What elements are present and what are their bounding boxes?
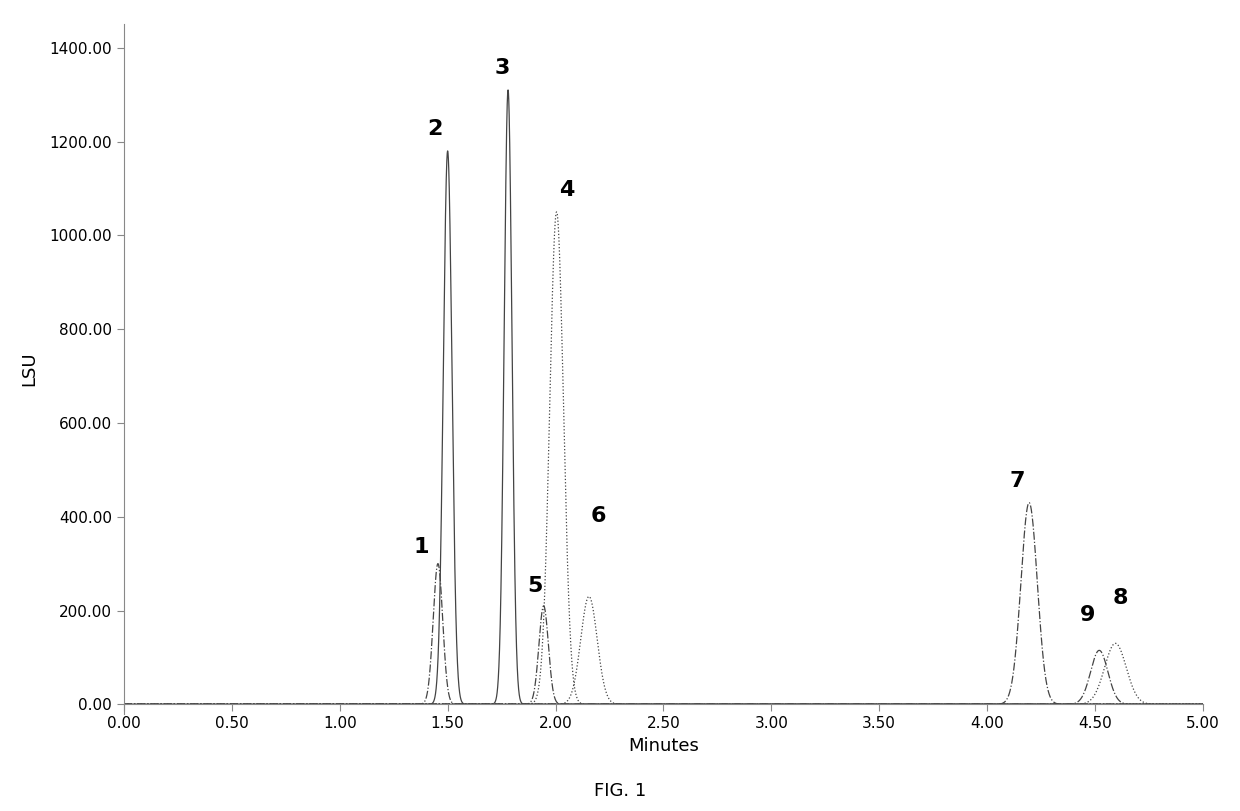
Text: 6: 6 <box>591 506 606 526</box>
Text: 1: 1 <box>414 537 429 556</box>
Text: 4: 4 <box>559 180 574 200</box>
Text: 7: 7 <box>1009 471 1025 491</box>
Text: 2: 2 <box>427 119 443 139</box>
Text: 8: 8 <box>1114 588 1128 608</box>
Text: 3: 3 <box>495 58 511 78</box>
Text: 9: 9 <box>1080 604 1095 624</box>
Text: FIG. 1: FIG. 1 <box>594 782 646 800</box>
X-axis label: Minutes: Minutes <box>627 736 699 755</box>
Y-axis label: LSU: LSU <box>20 352 38 386</box>
Text: 5: 5 <box>527 577 543 596</box>
